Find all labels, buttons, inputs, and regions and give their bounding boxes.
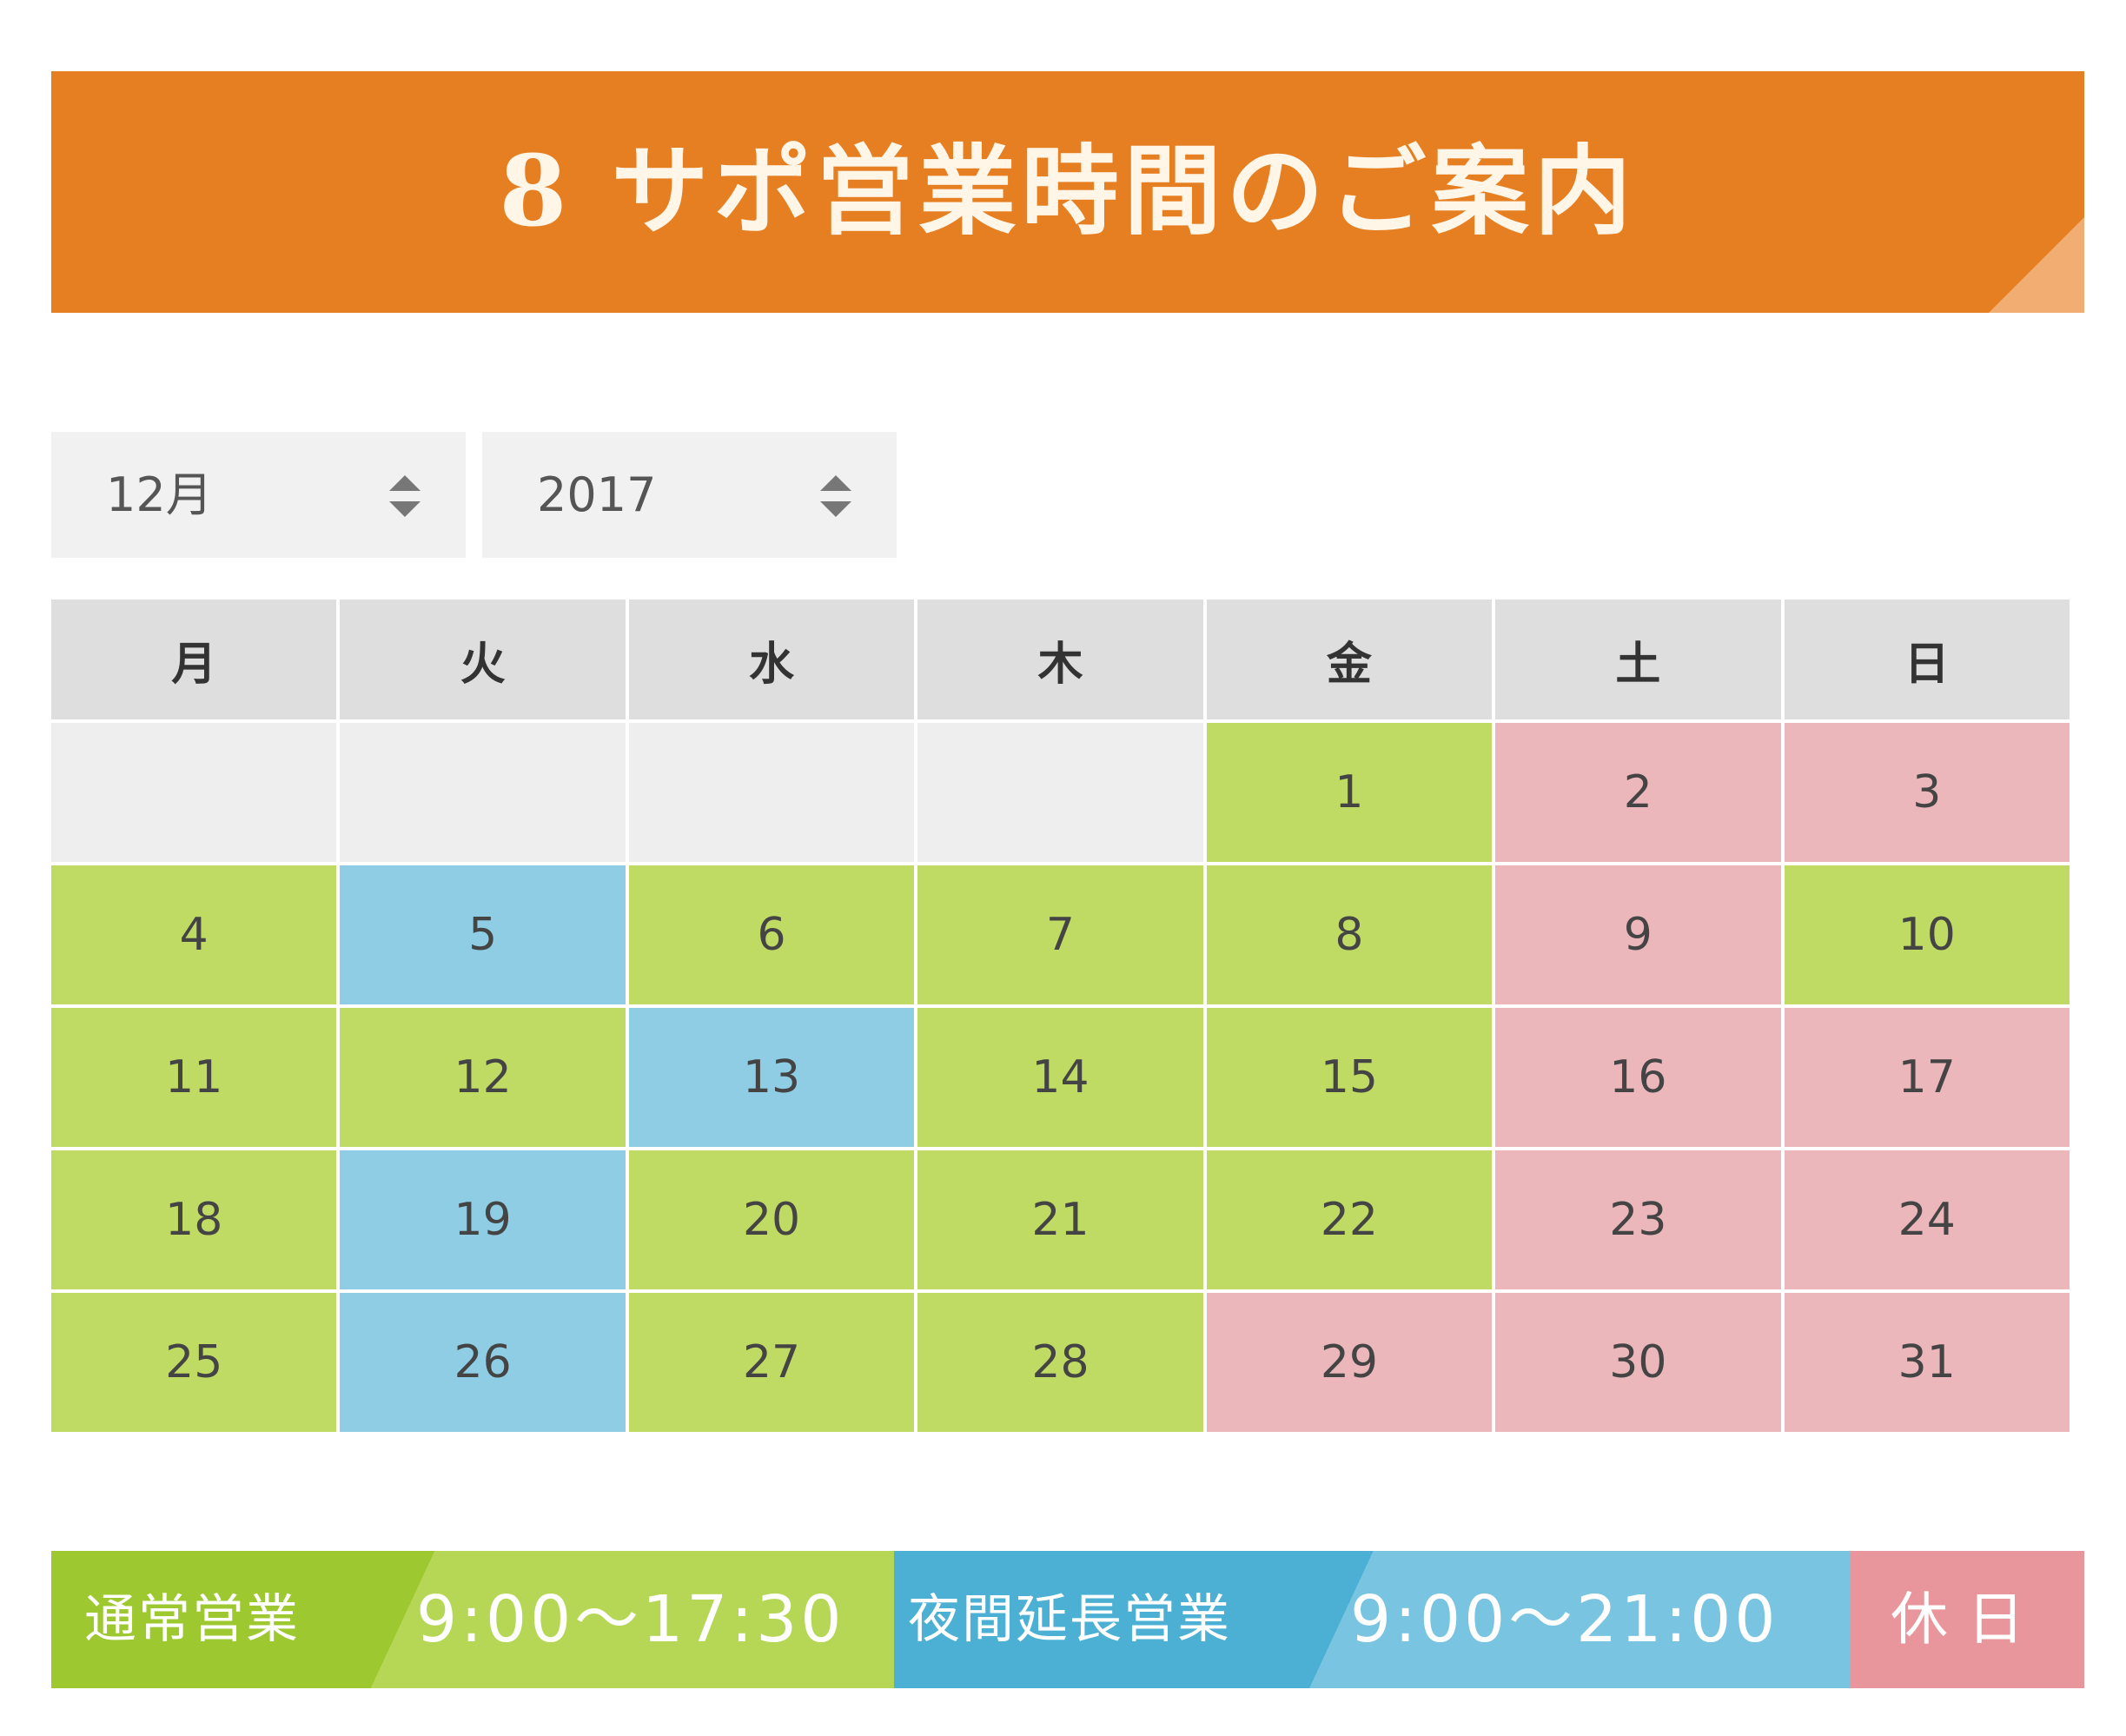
calendar-day-cell: 12 bbox=[340, 1008, 626, 1147]
legend-holiday: 休日 bbox=[1850, 1551, 2084, 1688]
calendar-empty-cell bbox=[340, 723, 626, 862]
calendar-day-cell: 13 bbox=[628, 1008, 915, 1147]
calendar-week-row: 25 26 27 28 29 30 31 bbox=[51, 1293, 2070, 1432]
up-down-arrows-icon bbox=[389, 475, 421, 519]
calendar-day-cell: 28 bbox=[917, 1293, 1203, 1432]
weekday-header: 日 bbox=[1784, 600, 2070, 719]
calendar-day-cell: 18 bbox=[51, 1150, 337, 1289]
calendar-day-cell: 25 bbox=[51, 1293, 337, 1432]
legend-holiday-label: 休日 bbox=[1891, 1586, 2043, 1653]
calendar-week-row: 4 5 6 7 8 9 10 bbox=[51, 865, 2070, 1004]
weekday-header-row: 月 火 水 木 金 土 日 bbox=[51, 600, 2070, 719]
calendar-day-cell: 24 bbox=[1784, 1150, 2070, 1289]
month-select[interactable]: 12月 bbox=[51, 432, 466, 558]
month-select-value: 12月 bbox=[106, 467, 213, 522]
legend-normal-label: 通常営業 bbox=[84, 1589, 300, 1650]
weekday-header: 月 bbox=[51, 600, 337, 719]
calendar-day-cell: 3 bbox=[1784, 723, 2070, 862]
calendar-day-cell: 17 bbox=[1784, 1008, 2070, 1147]
banner-corner-decoration bbox=[1989, 217, 2084, 313]
legend-normal-time: 9:00〜17:30 bbox=[416, 1582, 845, 1657]
calendar-day-cell: 1 bbox=[1206, 723, 1493, 862]
calendar-day-cell: 22 bbox=[1206, 1150, 1493, 1289]
calendar-day-cell: 11 bbox=[51, 1008, 337, 1147]
legend: 通常営業 9:00〜17:30 夜間延長営業 9:00〜21:00 休日 bbox=[51, 1551, 2084, 1688]
calendar-day-cell: 27 bbox=[628, 1293, 915, 1432]
legend-night-label: 夜間延長営業 bbox=[908, 1589, 1231, 1650]
calendar-body: 1 2 3 4 5 6 7 8 9 10 11 12 13 14 15 16 17 18 19 20 21 22 23 24 2… bbox=[51, 723, 2070, 1432]
legend-night-time: 9:00〜21:00 bbox=[1350, 1582, 1779, 1657]
calendar-day-cell: 5 bbox=[340, 865, 626, 1004]
calendar-day-cell: 16 bbox=[1495, 1008, 1781, 1147]
calendar-empty-cell bbox=[628, 723, 915, 862]
calendar-day-cell: 7 bbox=[917, 865, 1203, 1004]
calendar-day-cell: 2 bbox=[1495, 723, 1781, 862]
legend-night-hours: 夜間延長営業 9:00〜21:00 bbox=[894, 1551, 1899, 1688]
calendar-week-row: 11 12 13 14 15 16 17 bbox=[51, 1008, 2070, 1147]
weekday-header: 火 bbox=[340, 600, 626, 719]
calendar-grid: 月 火 水 木 金 土 日 1 2 3 4 5 6 7 8 9 10 11 12 13 14 15 16 17 1… bbox=[48, 596, 2073, 1435]
calendar-day-cell: 6 bbox=[628, 865, 915, 1004]
calendar-day-cell: 10 bbox=[1784, 865, 2070, 1004]
year-select[interactable]: 2017 bbox=[482, 432, 897, 558]
calendar-day-cell: 4 bbox=[51, 865, 337, 1004]
calendar-empty-cell bbox=[917, 723, 1203, 862]
calendar-day-cell: 21 bbox=[917, 1150, 1203, 1289]
calendar-day-cell: 26 bbox=[340, 1293, 626, 1432]
calendar-week-row: 18 19 20 21 22 23 24 bbox=[51, 1150, 2070, 1289]
calendar-empty-cell bbox=[51, 723, 337, 862]
weekday-header: 水 bbox=[628, 600, 915, 719]
calendar-day-cell: 20 bbox=[628, 1150, 915, 1289]
calendar-day-cell: 8 bbox=[1206, 865, 1493, 1004]
calendar-day-cell: 23 bbox=[1495, 1150, 1781, 1289]
calendar-day-cell: 29 bbox=[1206, 1293, 1493, 1432]
calendar-day-cell: 15 bbox=[1206, 1008, 1493, 1147]
calendar-day-cell: 19 bbox=[340, 1150, 626, 1289]
calendar-day-cell: 9 bbox=[1495, 865, 1781, 1004]
page-title: 8 サポ営業時間のご案内 bbox=[499, 135, 1637, 248]
calendar-day-cell: 14 bbox=[917, 1008, 1203, 1147]
up-down-arrows-icon bbox=[820, 475, 851, 519]
weekday-header: 土 bbox=[1495, 600, 1781, 719]
calendar-day-cell: 30 bbox=[1495, 1293, 1781, 1432]
year-select-value: 2017 bbox=[537, 467, 657, 522]
legend-normal-hours: 通常営業 9:00〜17:30 bbox=[51, 1551, 894, 1688]
calendar-day-cell: 31 bbox=[1784, 1293, 2070, 1432]
weekday-header: 木 bbox=[917, 600, 1203, 719]
header-banner: 8 サポ営業時間のご案内 bbox=[51, 71, 2084, 313]
weekday-header: 金 bbox=[1206, 600, 1493, 719]
